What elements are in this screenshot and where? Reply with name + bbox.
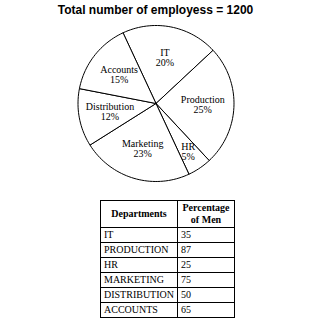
html-text:MARKETING: MARKETING <box>104 274 164 285</box>
html-text:25: 25 <box>181 259 191 270</box>
html-text:HR: HR <box>104 259 118 270</box>
html-text:87: 87 <box>181 244 191 255</box>
svg-text:Production25%: Production25% <box>181 94 225 115</box>
svg-text:Marketing23%: Marketing23% <box>122 138 164 159</box>
html-text:50: 50 <box>181 289 191 300</box>
html-text:PRODUCTION: PRODUCTION <box>104 244 169 255</box>
svg-text:IT20%: IT20% <box>156 47 174 68</box>
svg-text:Accounts15%: Accounts15% <box>100 64 138 85</box>
html-text:IT: IT <box>104 229 114 240</box>
html-text:DISTRIBUTION: DISTRIBUTION <box>104 289 174 300</box>
html-text:75: 75 <box>181 274 191 285</box>
html-text:Percentage of Men: Percentage of Men <box>182 202 230 225</box>
html-text:65: 65 <box>181 304 191 315</box>
html-text:Departments: Departments <box>111 208 167 219</box>
svg-text:Distribution12%: Distribution12% <box>86 101 134 122</box>
html-text:35: 35 <box>181 229 191 240</box>
html-text:ACCOUNTS: ACCOUNTS <box>104 304 158 315</box>
svg-text:HR5%: HR5% <box>181 141 195 162</box>
html-text:Total number of employess = 12: Total number of employess = 1200 <box>57 3 254 17</box>
